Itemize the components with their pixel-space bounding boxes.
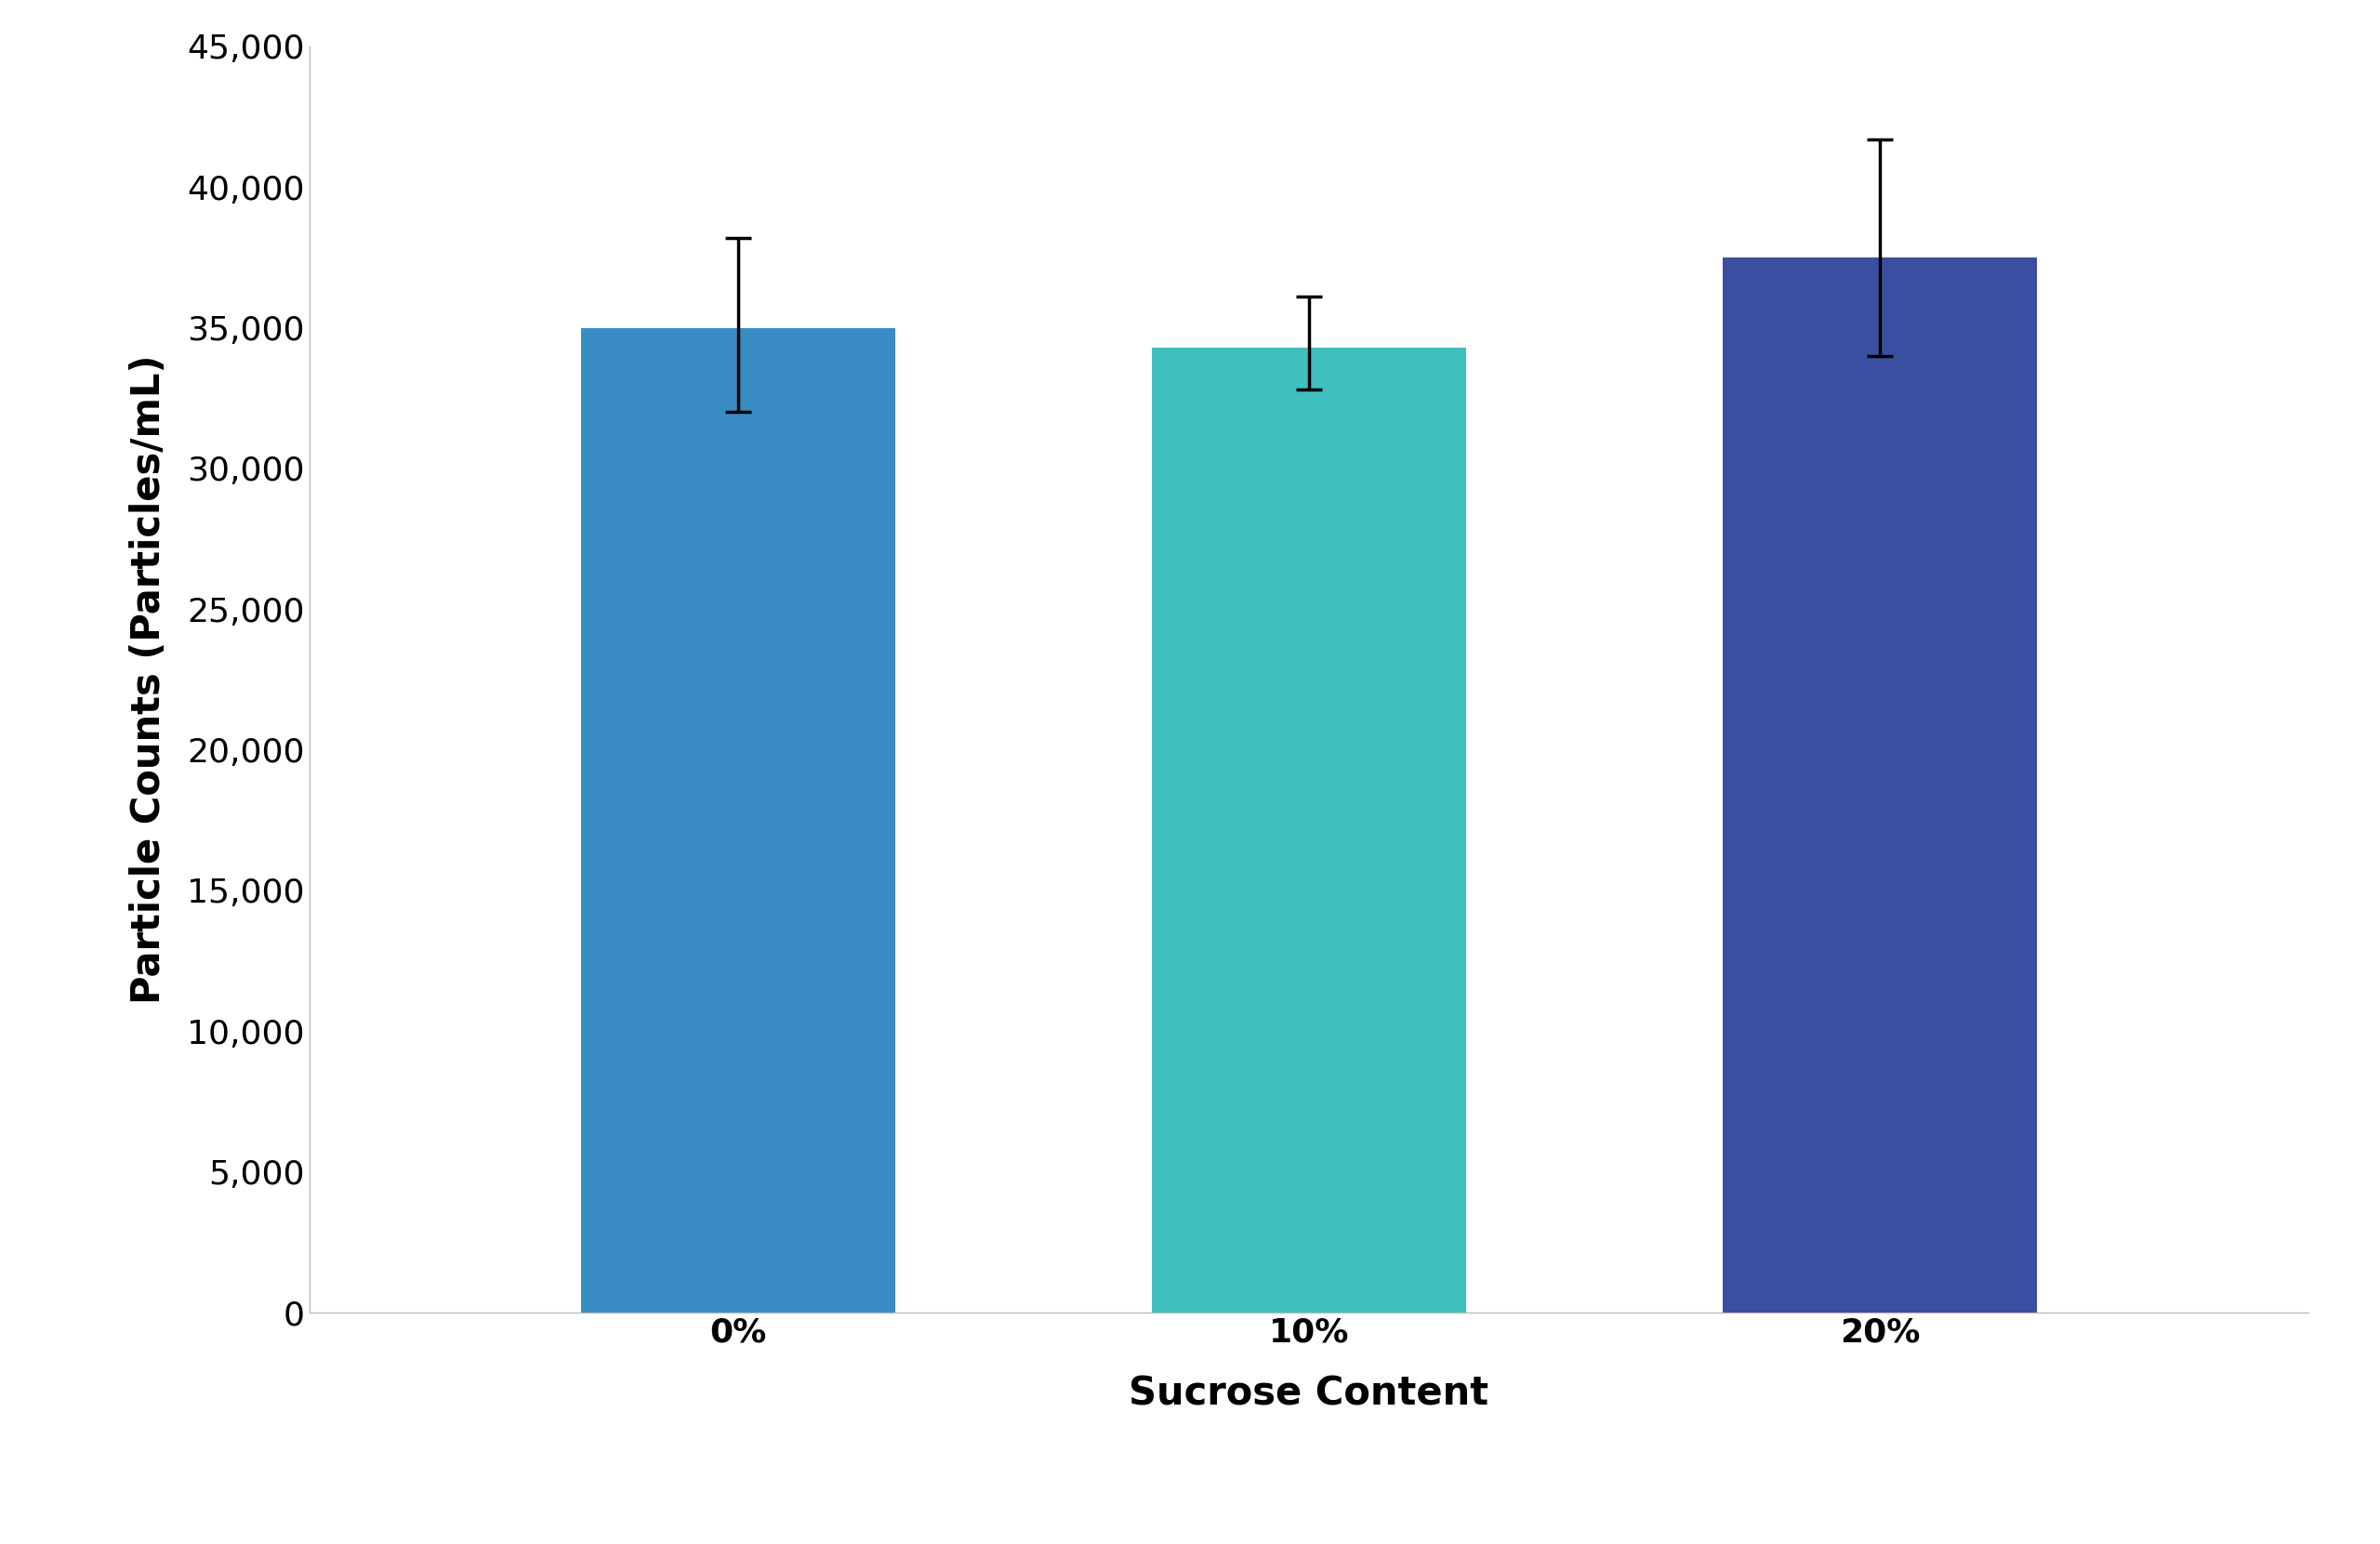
Bar [1152,347,1466,1312]
X-axis label: Sucrose Content: Sucrose Content [1128,1374,1490,1413]
Bar [1723,258,2037,1312]
Bar [581,327,895,1312]
Y-axis label: Particle Counts (Particles/mL): Particle Counts (Particles/mL) [129,355,169,1004]
